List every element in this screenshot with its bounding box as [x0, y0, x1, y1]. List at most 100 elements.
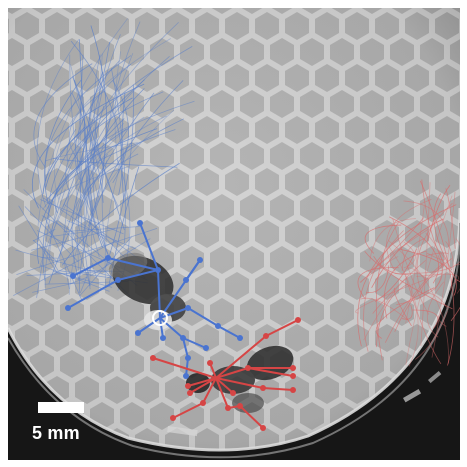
scale-bar-label: 5 mm	[32, 423, 80, 443]
trajectory-line	[43, 215, 83, 302]
trajectory-line	[72, 76, 125, 231]
skeleton-keypoint	[105, 255, 111, 261]
trajectory-line	[105, 84, 134, 268]
trajectory-line	[454, 264, 460, 294]
skeleton-keypoint	[237, 335, 243, 341]
skeleton-edge	[189, 377, 217, 394]
skeleton-keypoint	[260, 425, 266, 431]
skeleton-keypoint	[290, 387, 296, 393]
trajectory-line	[112, 80, 129, 184]
trajectory-line	[355, 272, 443, 314]
honeycomb-arena-image	[8, 8, 460, 460]
trajectory-line	[414, 311, 448, 360]
trajectory-line	[114, 51, 122, 173]
trajectory-line	[44, 79, 82, 205]
trajectory-line	[416, 202, 453, 294]
trajectory-line	[72, 233, 91, 287]
trajectory-line	[364, 224, 402, 254]
trajectory-line	[438, 315, 447, 327]
arena	[8, 8, 460, 451]
trajectory-line	[110, 68, 126, 244]
scale-bar	[38, 402, 84, 413]
trajectory-line	[83, 142, 99, 280]
trajectory-line	[82, 188, 90, 247]
skeleton-edge	[215, 377, 229, 409]
trajectory-line	[33, 239, 59, 263]
microscopy-image-frame	[8, 8, 460, 460]
trajectory-line	[70, 40, 123, 196]
skeleton-edge	[139, 222, 159, 271]
trajectory-line	[74, 64, 132, 181]
arena-rim	[8, 207, 460, 452]
skeleton-keypoint	[237, 403, 243, 409]
skeleton-edge	[117, 269, 159, 281]
trajectory-line	[426, 251, 446, 261]
skeleton-edge	[185, 357, 189, 377]
trajectory-line	[48, 46, 193, 221]
trajectory-line	[427, 184, 451, 241]
trajectory-line	[78, 39, 94, 212]
trajectory-line	[403, 241, 416, 269]
trajectory-line	[383, 250, 427, 319]
trajectory-line	[375, 287, 435, 339]
skeleton-keypoint	[260, 385, 266, 391]
skeleton-keypoint	[150, 355, 156, 361]
skeleton-keypoint	[230, 390, 236, 396]
trajectory-line	[101, 21, 141, 248]
trajectory-line	[401, 304, 413, 320]
trajectory-line	[364, 251, 453, 310]
trajectory-line	[425, 232, 443, 291]
skeleton-keypoint	[295, 317, 301, 323]
skeleton-edge	[182, 337, 189, 359]
trajectory-line	[79, 54, 84, 237]
skeleton-edge	[187, 307, 219, 327]
skeleton-keypoint	[185, 383, 191, 389]
skeleton-keypoint	[290, 373, 296, 379]
skeleton-edge	[265, 319, 299, 337]
skeleton-edge	[215, 377, 234, 394]
trajectory-line	[405, 195, 453, 366]
skeleton-edge	[159, 307, 189, 319]
skeleton-edge	[202, 377, 217, 404]
trajectory-line	[405, 206, 425, 324]
left-trajectory-traces	[13, 18, 195, 302]
arena-edge-debris	[167, 371, 442, 437]
trajectory-line	[78, 80, 184, 294]
skeleton-edge	[172, 402, 204, 419]
trajectory-line	[82, 233, 91, 290]
trajectory-line	[38, 243, 57, 273]
skeleton-edge	[247, 367, 294, 377]
skeleton-keypoint	[170, 415, 176, 421]
trajectory-line	[88, 116, 145, 189]
trajectory-line	[44, 150, 100, 288]
trajectory-line	[386, 199, 432, 272]
trajectory-line	[373, 256, 409, 275]
skeleton-edge	[187, 377, 217, 387]
trajectory-line	[400, 248, 457, 296]
trajectory-line	[69, 276, 88, 285]
trajectory-line	[40, 199, 124, 235]
trajectory-line	[76, 92, 83, 280]
trajectory-line	[49, 22, 179, 260]
skeleton-edge	[107, 257, 159, 271]
trajectory-line	[15, 249, 126, 281]
trajectory-line	[357, 204, 457, 347]
skeleton-keypoint	[207, 360, 213, 366]
trajectory-line	[403, 200, 450, 248]
trajectory-line	[93, 54, 119, 207]
trajectory-line	[31, 228, 116, 251]
skeleton-keypoint	[187, 390, 193, 396]
trajectory-line	[396, 255, 443, 306]
trajectory-line	[54, 38, 171, 200]
skeleton-edge	[182, 337, 207, 349]
trajectory-line	[77, 153, 139, 211]
skeleton-keypoint	[180, 335, 186, 341]
trajectory-line	[366, 265, 390, 293]
trajectory-line	[433, 193, 453, 271]
skeleton-edge	[67, 279, 119, 309]
trajectory-line	[359, 256, 399, 283]
trajectory-line	[41, 215, 75, 234]
hub-marker	[152, 310, 168, 326]
trajectory-line	[406, 267, 427, 280]
trajectory-line	[392, 218, 430, 315]
